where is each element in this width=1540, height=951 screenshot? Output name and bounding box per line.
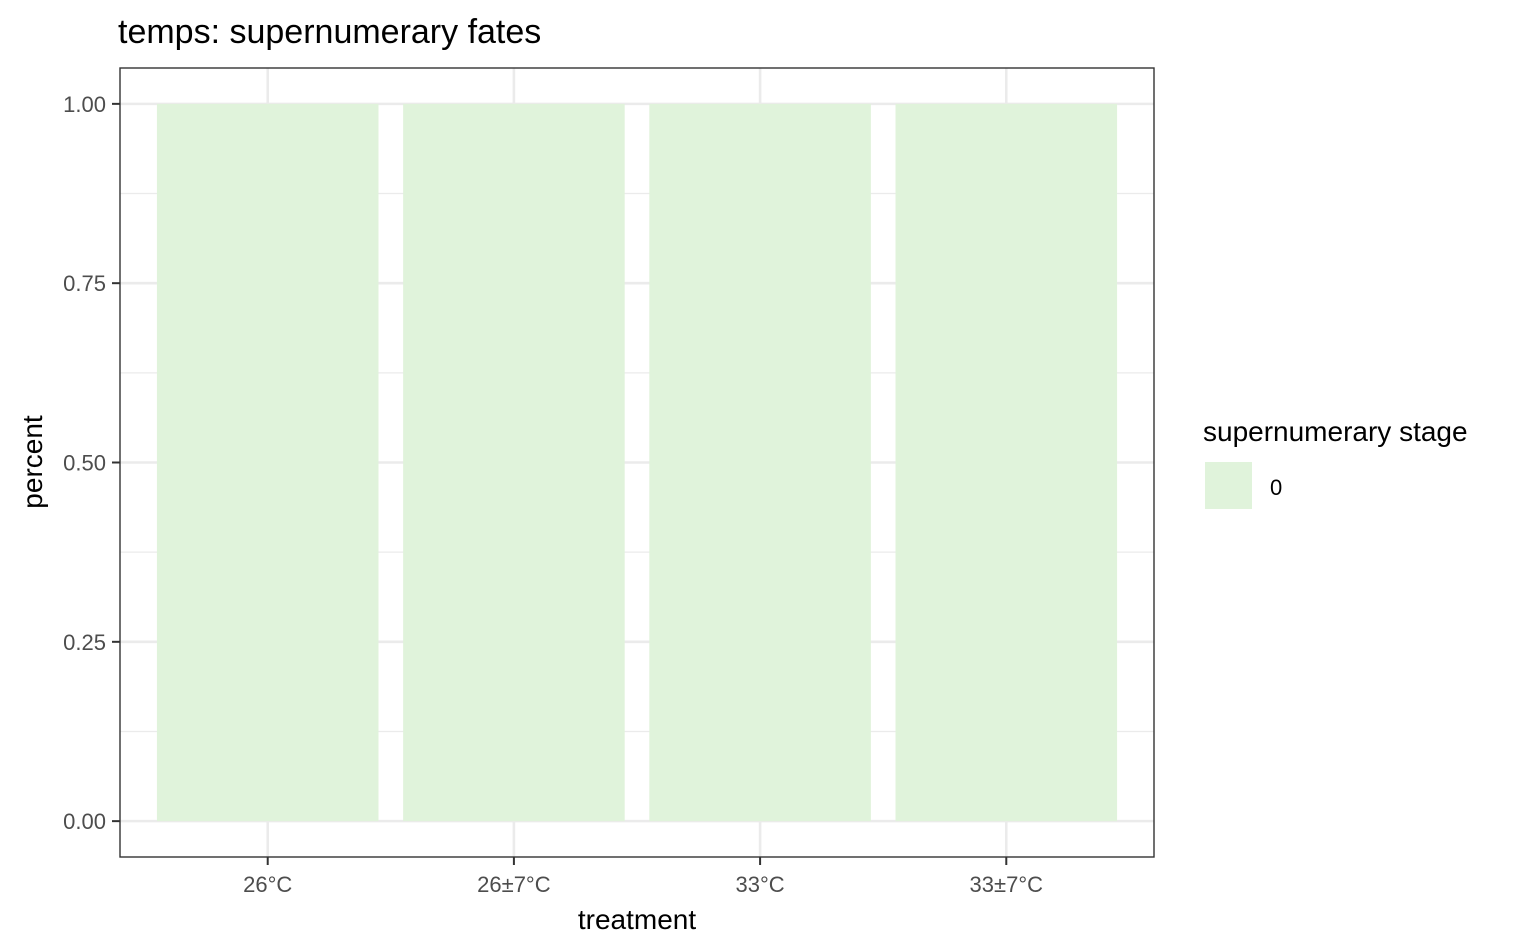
chart-title: temps: supernumerary fates [118,13,541,51]
plot-panel [119,67,1155,858]
y-tick-label: 1.00 [63,92,106,117]
y-tick-label: 0.00 [63,809,106,834]
bar [649,103,871,822]
y-axis-label: percent [17,415,48,509]
legend: supernumerary stage 0 [1203,416,1468,509]
y-tick-label: 0.25 [63,630,106,655]
x-tick-label: 26°C [243,872,292,897]
x-tick-label: 33°C [736,872,785,897]
bar [403,103,625,822]
x-tick-label: 33±7°C [970,872,1044,897]
bar [156,103,379,822]
legend-label: 0 [1270,475,1282,500]
legend-key [1205,462,1252,509]
legend-title: supernumerary stage [1203,416,1468,447]
bar [895,103,1118,822]
x-tick-label: 26±7°C [477,872,551,897]
y-tick-label: 0.75 [63,271,106,296]
x-axis-label: treatment [578,904,696,935]
y-tick-label: 0.50 [63,451,106,476]
